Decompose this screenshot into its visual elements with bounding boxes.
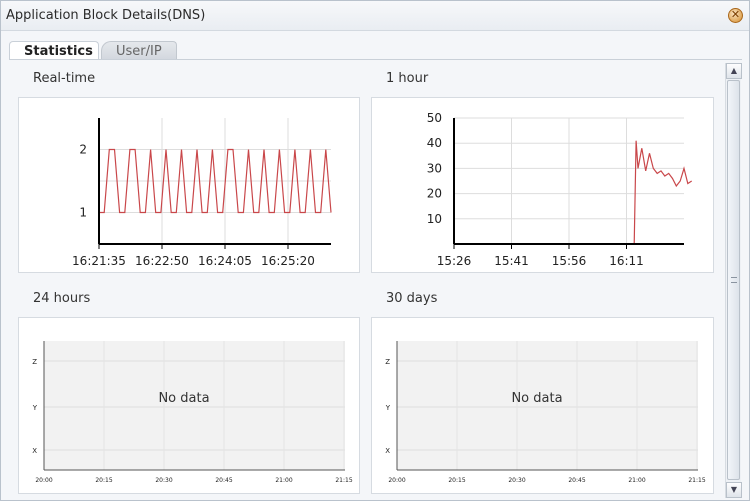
x-tick-label: 20:45 bbox=[215, 477, 232, 484]
x-tick-label: 20:30 bbox=[155, 477, 172, 484]
realtime-chart-svg: 1 2 16:21:35 16:22:50 16:24:05 16:25:20 bbox=[72, 118, 332, 268]
x-tick-label: 16:11 bbox=[609, 254, 644, 268]
x-tick-label: 20:15 bbox=[448, 477, 465, 484]
tab-statistics[interactable]: Statistics bbox=[9, 41, 99, 60]
scroll-up-icon[interactable]: ▲ bbox=[726, 63, 742, 79]
x-tick-label: 15:26 bbox=[437, 254, 472, 268]
x-tick-label: 16:22:50 bbox=[135, 254, 189, 268]
y-tick-label: 20 bbox=[427, 187, 442, 201]
tab-user-ip[interactable]: User/IP bbox=[101, 41, 177, 60]
day-no-data: No data bbox=[158, 391, 210, 406]
day-chart-svg: Z Y X 20:00 20:15 20:30 20:45 21:00 21:15 bbox=[32, 341, 353, 484]
hour-series-line bbox=[454, 140, 693, 245]
plot-area bbox=[44, 341, 345, 470]
day-label: 24 hours bbox=[33, 291, 91, 306]
y-tick-label: X bbox=[32, 447, 37, 455]
y-tick-label: Z bbox=[385, 358, 390, 366]
window-titlebar: Application Block Details(DNS) ✕ bbox=[1, 1, 749, 31]
hour-label: 1 hour bbox=[386, 71, 429, 86]
x-tick-label: 20:45 bbox=[568, 477, 585, 484]
y-tick-label: Y bbox=[385, 404, 391, 412]
x-tick-label: 15:56 bbox=[552, 254, 587, 268]
x-tick-label: 20:00 bbox=[388, 477, 405, 484]
y-tick-label: 10 bbox=[427, 212, 442, 226]
x-tick-label: 16:21:35 bbox=[72, 254, 126, 268]
y-tick-label: 40 bbox=[427, 136, 442, 150]
x-tick-label: 16:24:05 bbox=[198, 254, 252, 268]
close-icon[interactable]: ✕ bbox=[728, 8, 743, 23]
y-tick-label: 30 bbox=[427, 161, 442, 175]
x-tick-label: 21:15 bbox=[688, 477, 705, 484]
realtime-series-line bbox=[99, 148, 332, 214]
statistics-content: Real-time 1 2 16:21:35 16:22:50 16:24:05 16:2… bbox=[9, 60, 742, 498]
month-label: 30 days bbox=[386, 291, 438, 306]
y-tick-label: 2 bbox=[79, 143, 87, 157]
hour-chart-svg: 10 20 30 40 50 15:26 15:41 15:56 16:11 bbox=[427, 111, 693, 268]
y-tick-label: Y bbox=[32, 404, 38, 412]
day-chart: Z Y X 20:00 20:15 20:30 20:45 21:00 21:15 No dat… bbox=[18, 317, 360, 494]
y-tick-label: Z bbox=[32, 358, 37, 366]
scroll-down-icon[interactable]: ▼ bbox=[726, 482, 742, 498]
plot-area bbox=[397, 341, 698, 470]
grip-icon bbox=[731, 277, 737, 283]
x-tick-label: 16:25:20 bbox=[261, 254, 315, 268]
x-tick-label: 20:15 bbox=[95, 477, 112, 484]
month-chart-svg: Z Y X 20:00 20:15 20:30 20:45 21:00 21:15 bbox=[385, 341, 706, 484]
realtime-chart: 1 2 16:21:35 16:22:50 16:24:05 16:25:20 bbox=[18, 97, 360, 273]
vertical-scrollbar[interactable]: ▲ ▼ bbox=[725, 63, 742, 498]
month-chart: Z Y X 20:00 20:15 20:30 20:45 21:00 21:15 No dat… bbox=[371, 317, 714, 494]
hour-chart: 10 20 30 40 50 15:26 15:41 15:56 16:11 bbox=[371, 97, 714, 273]
scroll-thumb[interactable] bbox=[727, 80, 740, 480]
y-tick-label: X bbox=[385, 447, 390, 455]
tab-statistics-label: Statistics bbox=[24, 44, 93, 59]
y-tick-label: 1 bbox=[79, 206, 87, 220]
x-tick-label: 21:00 bbox=[275, 477, 292, 484]
x-tick-label: 15:41 bbox=[494, 254, 529, 268]
tab-user-ip-label: User/IP bbox=[116, 44, 162, 59]
month-no-data: No data bbox=[511, 391, 563, 406]
x-tick-label: 20:30 bbox=[508, 477, 525, 484]
tab-divider bbox=[9, 59, 742, 60]
x-tick-label: 21:00 bbox=[628, 477, 645, 484]
y-tick-label: 50 bbox=[427, 111, 442, 125]
x-tick-label: 20:00 bbox=[35, 477, 52, 484]
realtime-label: Real-time bbox=[33, 71, 96, 86]
window-title: Application Block Details(DNS) bbox=[6, 8, 206, 23]
x-tick-label: 21:15 bbox=[335, 477, 352, 484]
